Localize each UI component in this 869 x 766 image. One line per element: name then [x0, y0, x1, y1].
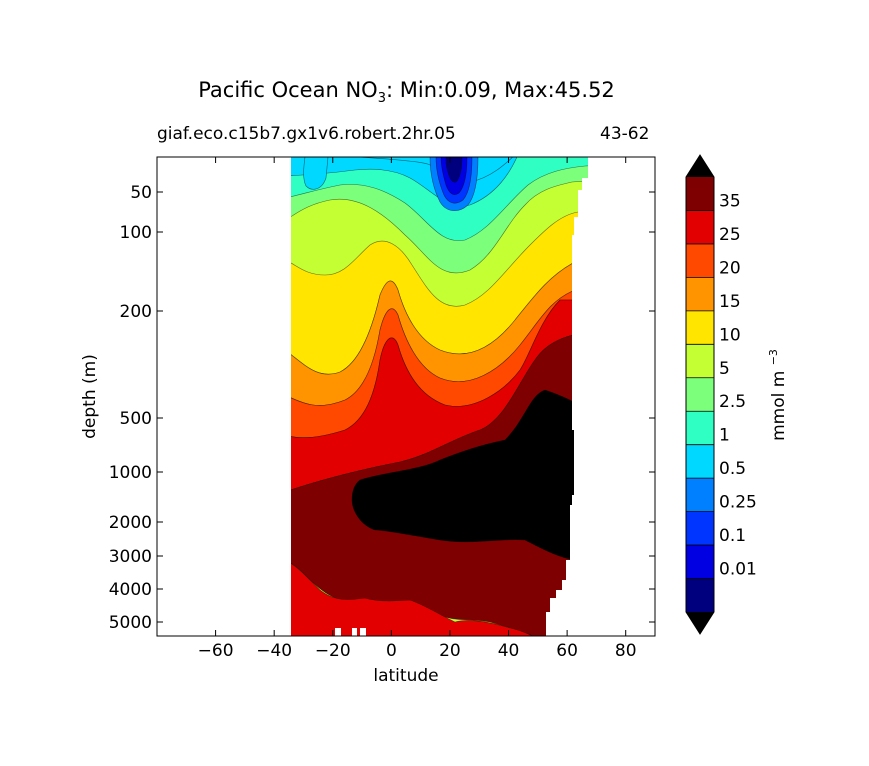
blob-under-0.01 [445, 157, 463, 183]
title-subscript: 3 [377, 91, 386, 107]
colorbar-tick-label: 0.1 [719, 526, 746, 546]
x-tick-label: 40 [498, 641, 520, 661]
seafloor-notch [352, 628, 357, 636]
x-tick-label: 20 [439, 641, 461, 661]
colorbar-segment [686, 578, 714, 612]
y-axis-label: depth (m) [80, 354, 100, 439]
contour-field [291, 157, 588, 636]
band-bottom-red [291, 559, 549, 636]
colorbar-segment [686, 545, 714, 579]
y-tick-label: 100 [120, 223, 152, 243]
y-tick-label: 5000 [109, 613, 152, 633]
plot-frame [156, 156, 656, 637]
y-tick-label: 50 [130, 183, 152, 203]
y-tick-label: 1000 [109, 463, 152, 483]
title-suffix: : Min:0.09, Max:45.52 [385, 78, 615, 102]
seafloor-notch [335, 628, 341, 636]
colorbar-tick-label: 0.01 [719, 560, 757, 580]
seafloor-notch [360, 628, 366, 636]
colorbar-tick-label: 0.5 [719, 459, 746, 479]
x-axis-label: latitude [373, 666, 438, 686]
colorbar-segment [686, 478, 714, 512]
colorbar-label: mmol m −3 [767, 349, 789, 441]
y-tick-label: 500 [120, 409, 152, 429]
x-tick-label: −60 [198, 641, 234, 661]
colorbar: 0.01 0.1 0.25 0.5 1 2.5 5 10 15 20 25 35 mmol m −3 [685, 154, 789, 635]
chart-title: Pacific Ocean NO3: Min:0.09, Max:45.52 [0, 78, 813, 106]
x-tick-label: 80 [615, 641, 637, 661]
y-tick-label: 2000 [109, 513, 152, 533]
colorbar-segment [686, 411, 714, 445]
y-tick-label: 200 [120, 302, 152, 322]
x-tick-label: 0 [386, 641, 397, 661]
colorbar-tick-label: 1 [719, 426, 730, 446]
colorbar-segment [686, 277, 714, 311]
core-over-40 [351, 389, 588, 566]
x-tick-label: −20 [315, 641, 351, 661]
colorbar-tick-label: 20 [719, 258, 741, 278]
colorbar-segment [686, 243, 714, 278]
colorbar-tick-label: 15 [719, 292, 741, 312]
colorbar-tick-label: 5 [719, 359, 730, 379]
colorbar-segment [686, 210, 714, 244]
colorbar-tick-label: 25 [719, 225, 741, 245]
title-prefix: Pacific Ocean NO [198, 78, 378, 102]
colorbar-segment [686, 444, 714, 479]
colorbar-segment [686, 344, 714, 378]
colorbar-extend-bottom [686, 612, 714, 634]
colorbar-tick-label: 2.5 [719, 392, 746, 412]
subtitle-left: giaf.eco.c15b7.gx1v6.robert.2hr.05 [157, 124, 456, 144]
colorbar-segment [686, 377, 714, 412]
colorbar-segment [686, 310, 714, 345]
blob-0.5-1 [303, 157, 329, 190]
y-tick-label: 4000 [109, 580, 152, 600]
colorbar-tick-label: 10 [719, 325, 741, 345]
y-tick-label: 3000 [109, 547, 152, 567]
colorbar-extend-top [686, 155, 714, 177]
colorbar-tick-label: 0.25 [719, 493, 757, 513]
colorbar-segment [686, 177, 714, 211]
axes: −60 −40 −20 0 20 40 60 80 50 100 200 500 1000 2000 300… [80, 156, 656, 686]
subtitle-right: 43-62 [600, 124, 650, 144]
colorbar-segment [686, 511, 714, 546]
colorbar-tick-label: 35 [719, 191, 741, 211]
x-tick-label: −40 [256, 641, 292, 661]
x-tick-label: 60 [556, 641, 578, 661]
colorbar-outline [685, 154, 715, 635]
